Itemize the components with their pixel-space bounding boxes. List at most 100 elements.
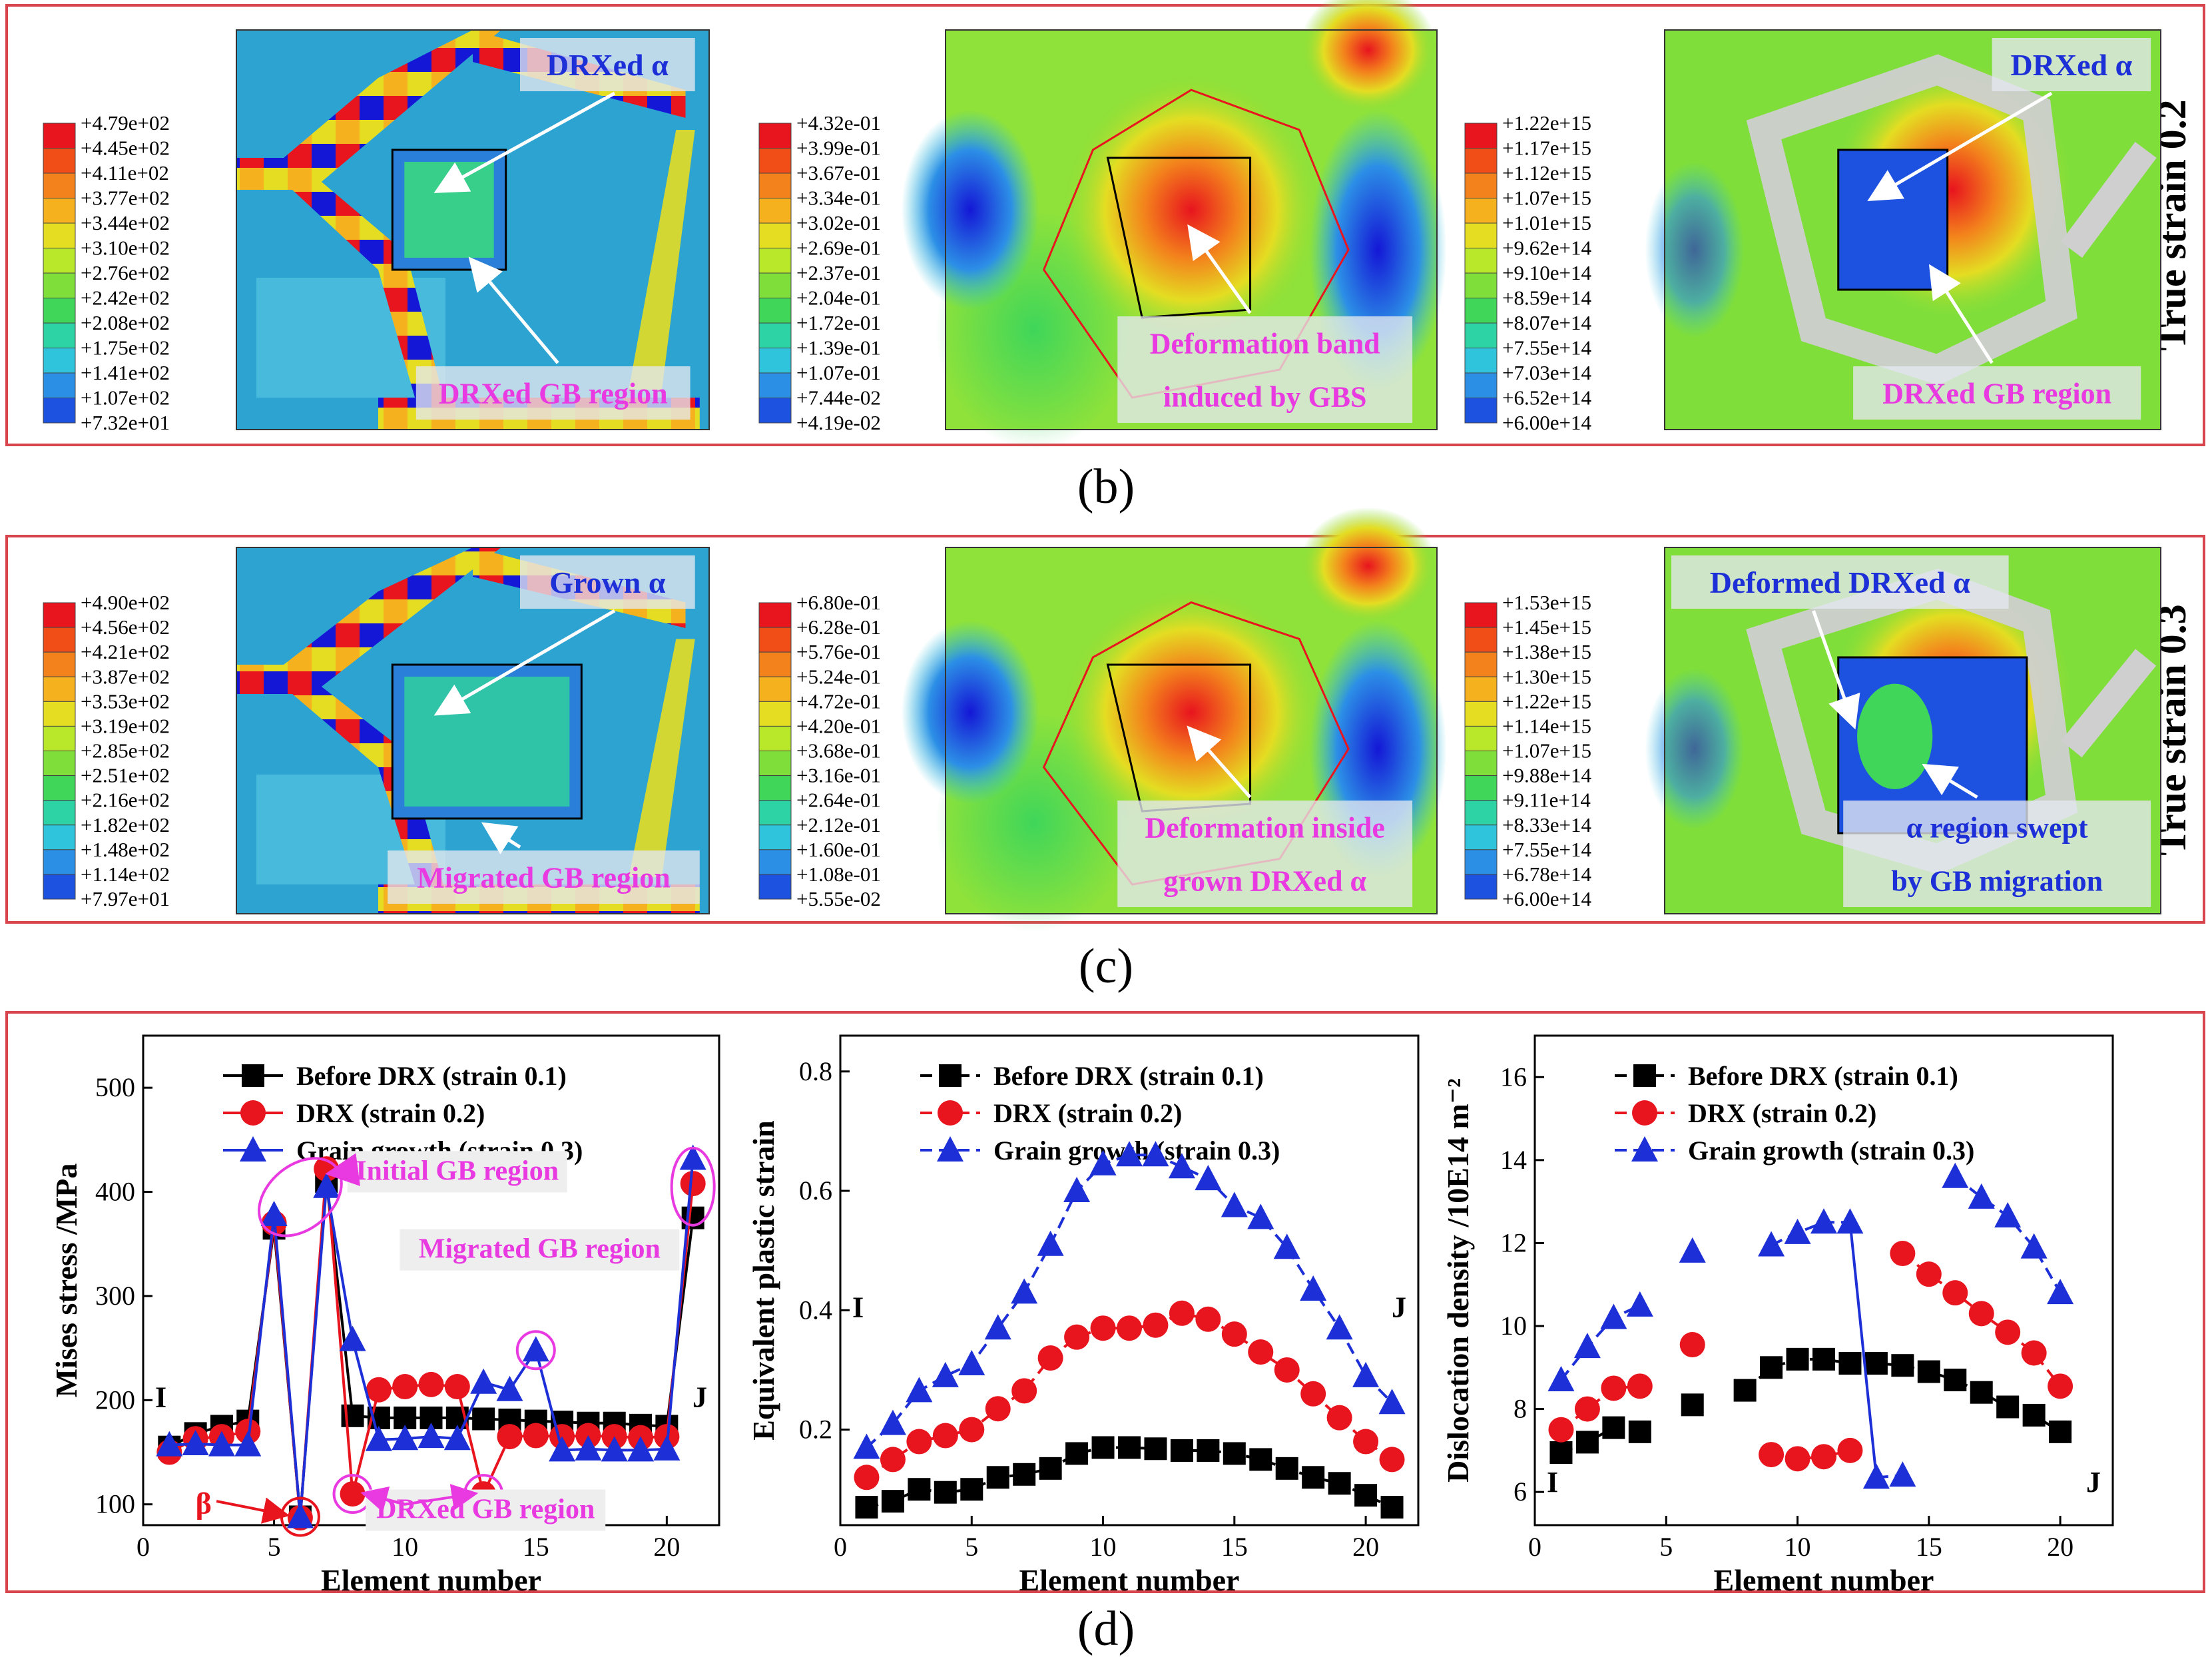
annotation-arrow	[481, 822, 521, 854]
data-point	[1013, 1463, 1036, 1486]
strain-low-region	[901, 621, 1039, 804]
annotation-text: Deformation band	[1150, 327, 1380, 360]
legend-swatch	[1464, 272, 1498, 298]
highlight-ellipse	[670, 1146, 716, 1227]
x-tick-label: 20	[2047, 1532, 2074, 1562]
data-point	[1633, 1064, 1656, 1087]
data-point	[1300, 1275, 1327, 1301]
annotation-box	[520, 38, 695, 91]
legend-label: +1.41e+02	[81, 361, 170, 384]
caption-d: (d)	[1077, 1602, 1135, 1656]
y-tick-label: 0.2	[799, 1415, 832, 1445]
data-point	[1838, 1352, 1862, 1375]
annotation-box	[366, 1489, 606, 1531]
data-point	[958, 1349, 985, 1375]
legend-swatch	[1464, 825, 1498, 850]
x-tick-label: 10	[392, 1532, 418, 1562]
strain-high-region	[1299, 0, 1437, 114]
legend-swatch	[1464, 148, 1498, 174]
data-point	[365, 1425, 392, 1451]
data-point	[1574, 1396, 1600, 1422]
data-point	[1143, 1312, 1169, 1338]
annotation-box	[1853, 366, 2141, 420]
legend-label: +3.77e+02	[81, 186, 170, 210]
data-point	[879, 1409, 906, 1435]
gb-band	[236, 547, 501, 694]
data-point	[1890, 1241, 1916, 1267]
legend-swatch	[758, 874, 792, 900]
legend-swatch	[43, 874, 76, 900]
annotation-box	[1992, 38, 2151, 91]
legend-label: +3.16e-01	[796, 764, 881, 787]
y-tick-label: 400	[95, 1177, 135, 1207]
legend-label: +1.14e+02	[81, 862, 170, 886]
legend-label: +3.53e+02	[81, 689, 170, 713]
strain-high-region	[1058, 70, 1324, 350]
data-point	[1679, 1237, 1706, 1263]
legend-swatch	[43, 602, 76, 628]
data-point	[497, 1424, 523, 1450]
data-point	[1628, 1420, 1651, 1443]
legend-swatch	[758, 298, 792, 324]
contour-panel-b-2: +4.32e-01+3.99e-01+3.67e-01+3.34e-01+3.0…	[758, 0, 1447, 450]
legend-label: +1.72e-01	[796, 311, 881, 334]
data-point	[1037, 1345, 1063, 1371]
data-point	[1063, 1177, 1091, 1203]
data-point	[1942, 1280, 1968, 1306]
data-point	[937, 1136, 964, 1162]
data-point	[1812, 1347, 1835, 1371]
legend-label: +1.07e+15	[1502, 739, 1591, 763]
legend-swatch	[1464, 248, 1498, 274]
gb-elements	[2060, 142, 2157, 258]
legend-swatch	[43, 198, 76, 224]
data-point	[240, 1100, 266, 1126]
contour-panel-c-1: +4.90e+02+4.56e+02+4.21e+02+3.87e+02+3.5…	[43, 547, 710, 914]
data-point	[1247, 1203, 1274, 1229]
data-point	[1968, 1301, 1994, 1327]
gb-elements	[1746, 54, 2077, 386]
gb-band	[629, 130, 695, 390]
legend-swatch	[758, 398, 792, 424]
x-tick-label: 0	[1528, 1532, 1541, 1562]
annotation-text: DRXed GB region	[376, 1495, 595, 1525]
legend-swatch	[1464, 849, 1498, 875]
grain-core	[404, 162, 494, 258]
data-point	[908, 1478, 931, 1501]
data-point	[1600, 1303, 1627, 1329]
x-axis-label: Element number	[1714, 1563, 1934, 1597]
legend-swatch	[43, 348, 76, 374]
end-label-left: I	[852, 1291, 864, 1323]
data-point	[1836, 1208, 1864, 1234]
data-point	[1995, 1319, 2021, 1345]
legend-label: +1.17e+15	[1502, 137, 1591, 160]
data-point	[1221, 1191, 1248, 1217]
legend-swatch	[1464, 751, 1498, 777]
legend-label: +1.22e+15	[1502, 689, 1591, 713]
legend-swatch	[1464, 676, 1498, 702]
legend-swatch	[758, 348, 792, 374]
panel-border	[1664, 29, 2161, 430]
series-line	[1848, 1222, 1878, 1478]
data-point	[240, 1136, 266, 1162]
data-point	[2020, 1233, 2048, 1259]
legend-label: +8.59e+14	[1502, 286, 1591, 310]
data-point	[242, 1064, 264, 1087]
legend-swatch	[758, 775, 792, 801]
legend-swatch	[758, 849, 792, 875]
end-label-right: J	[1392, 1291, 1406, 1323]
data-point	[470, 1368, 497, 1394]
legend-label: +7.55e+14	[1502, 336, 1591, 360]
legend-label: +3.19e+02	[81, 714, 170, 737]
legend-swatch	[1464, 701, 1498, 727]
legend-swatch	[758, 272, 792, 298]
legend-swatch	[758, 825, 792, 850]
series-line	[1559, 1304, 1641, 1381]
gb-band	[236, 30, 501, 190]
legend-label: +6.00e+14	[1502, 411, 1591, 434]
data-point	[1037, 1230, 1064, 1256]
data-point	[1197, 1439, 1220, 1462]
annotation-text: Migrated GB region	[417, 861, 670, 894]
data-point	[1275, 1457, 1298, 1480]
legend-swatch	[43, 123, 76, 149]
